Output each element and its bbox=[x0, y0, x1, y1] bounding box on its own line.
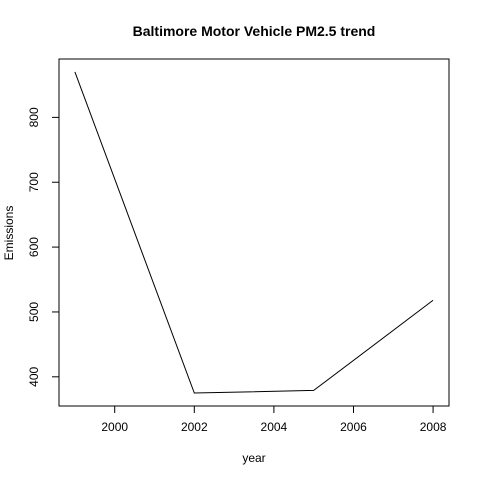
chart-title: Baltimore Motor Vehicle PM2.5 trend bbox=[133, 23, 376, 39]
y-tick-label: 800 bbox=[27, 107, 41, 127]
y-axis-label: Emissions bbox=[2, 206, 16, 261]
series-line bbox=[74, 71, 434, 394]
y-tick-label: 700 bbox=[27, 172, 41, 192]
x-tick-label: 2008 bbox=[420, 420, 447, 434]
x-axis-label: year bbox=[242, 451, 265, 465]
x-tick-label: 2000 bbox=[101, 420, 128, 434]
plot-frame bbox=[58, 58, 450, 407]
y-tick-label: 400 bbox=[27, 366, 41, 386]
x-tick-label: 2004 bbox=[261, 420, 288, 434]
x-axis: 2000 2002 2004 2006 2008 bbox=[101, 405, 447, 434]
x-tick-label: 2006 bbox=[340, 420, 367, 434]
y-axis: 400 500 600 700 800 bbox=[27, 107, 60, 387]
y-tick-label: 500 bbox=[27, 302, 41, 322]
x-tick-label: 2002 bbox=[181, 420, 208, 434]
y-tick-label: 600 bbox=[27, 237, 41, 257]
